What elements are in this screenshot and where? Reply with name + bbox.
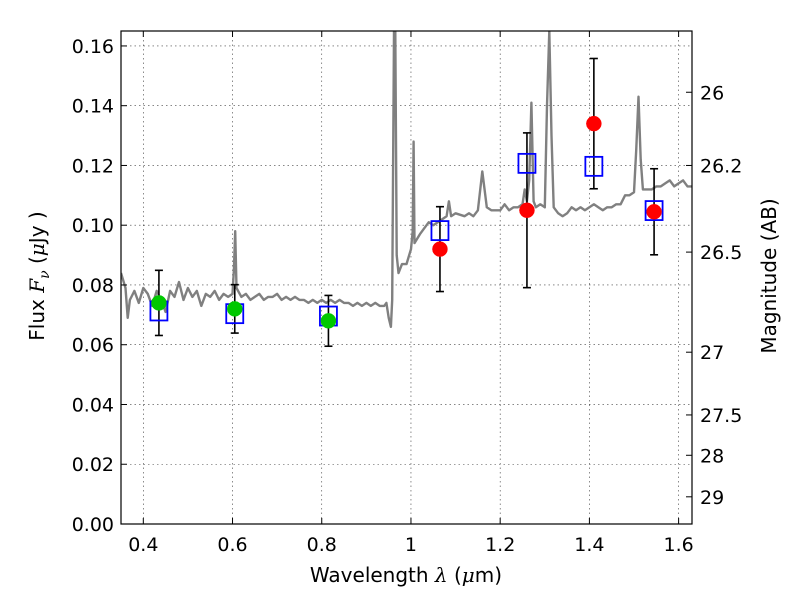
y-tick-label: 0.00 — [72, 514, 114, 536]
data-points — [151, 115, 662, 329]
model-flux-box — [517, 152, 537, 174]
x-tick-label: 1 — [405, 534, 417, 556]
y2-tick-label: 27 — [700, 342, 724, 364]
y-tick-label: 0.04 — [72, 394, 114, 416]
x-tick-label: 1.2 — [485, 534, 515, 556]
y-tick-label: 0.08 — [72, 275, 114, 297]
template-spectrum — [121, 31, 692, 328]
nir-flux-point — [519, 202, 535, 219]
template-spectrum-line — [121, 31, 692, 328]
x-axis-label: Wavelength λ (μm) — [310, 563, 502, 587]
y2-axis-label: Magnitude (AB) — [757, 198, 781, 353]
nir-flux-point — [586, 115, 602, 132]
y-tick-label: 0.14 — [72, 96, 114, 118]
model-flux-box — [584, 155, 604, 177]
x-tick-label: 1.6 — [664, 534, 694, 556]
y2-tick-label: 26.5 — [700, 242, 742, 264]
nir-flux-point — [432, 241, 448, 257]
plot-frame — [120, 30, 693, 525]
y-tick-label: 0.16 — [72, 36, 114, 58]
y-axis-label: Flux Fν (μJy ) — [25, 211, 53, 340]
model-flux-box — [430, 220, 450, 241]
y2-tick-label: 26.2 — [700, 155, 742, 177]
y-tick-label: 0.12 — [72, 155, 114, 177]
optical-flux-point — [320, 313, 337, 329]
y-tick-label: 0.02 — [72, 454, 114, 476]
grid — [121, 31, 692, 525]
y-tick-label: 0.10 — [72, 215, 114, 237]
y2-tick-label: 26 — [700, 82, 724, 104]
optical-flux-point — [151, 295, 167, 311]
axes-frame — [120, 30, 693, 525]
optical-flux-point — [227, 301, 243, 317]
tick-labels: 0.4 0.6 0.8 1 1.2 1.4 1.6 0.00 0.02 0.04 0.06 0.08 0… — [72, 36, 743, 556]
x-tick-label: 1.4 — [574, 534, 604, 556]
y2-tick-label: 29 — [700, 487, 724, 509]
model-boxes — [149, 152, 664, 327]
nir-flux-point — [646, 204, 662, 220]
y-tick-label: 0.06 — [72, 335, 114, 357]
model-flux-box — [644, 200, 664, 221]
x-tick-label: 0.4 — [128, 534, 158, 556]
x-tick-label: 0.6 — [217, 534, 247, 556]
y2-tick-label: 28 — [700, 445, 724, 467]
y2-tick-label: 27.5 — [700, 405, 742, 427]
x-tick-label: 0.8 — [307, 534, 337, 556]
